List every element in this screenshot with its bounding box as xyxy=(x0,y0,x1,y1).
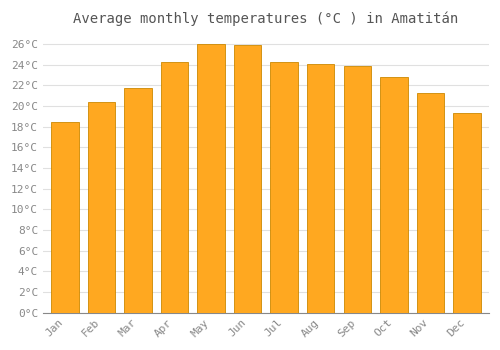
Bar xyxy=(124,89,152,313)
Bar xyxy=(307,64,334,313)
Bar xyxy=(344,66,371,313)
Bar xyxy=(51,121,78,313)
Bar xyxy=(88,102,115,313)
Bar xyxy=(380,77,407,313)
Bar xyxy=(270,62,298,313)
Bar xyxy=(416,93,444,313)
Bar xyxy=(161,62,188,313)
Bar xyxy=(234,45,262,313)
Bar xyxy=(454,113,480,313)
Title: Average monthly temperatures (°C ) in Amatitán: Average monthly temperatures (°C ) in Am… xyxy=(74,11,458,26)
Bar xyxy=(198,44,225,313)
